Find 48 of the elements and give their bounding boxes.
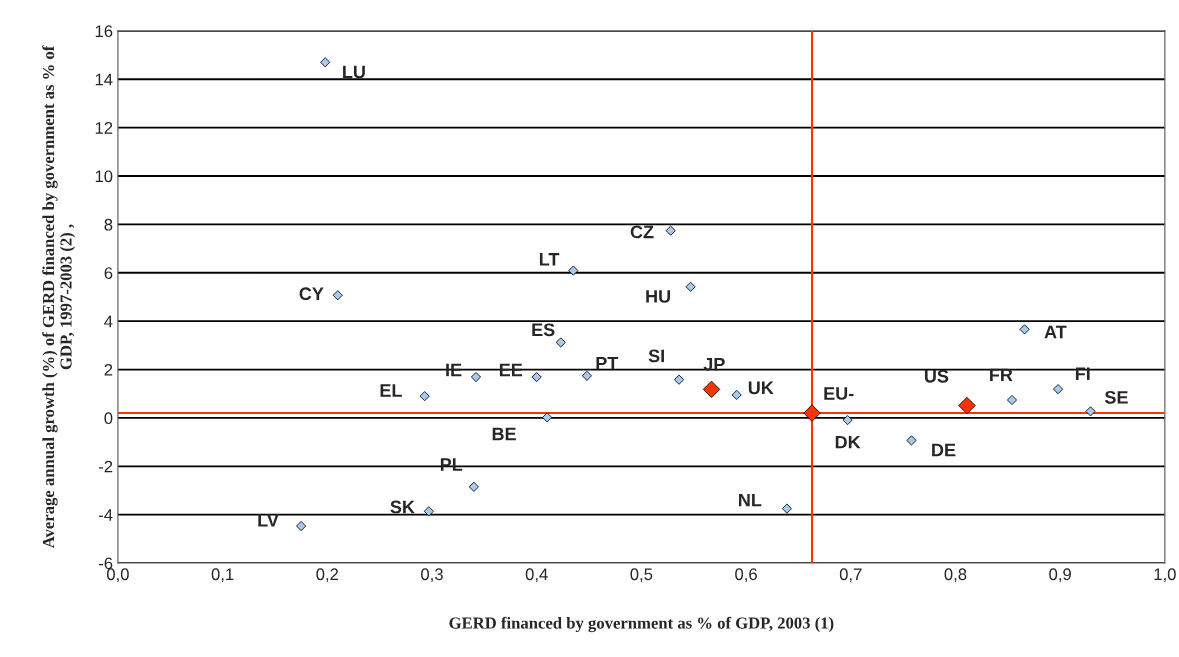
- y-tick-label: -6: [98, 557, 113, 570]
- annotation: UK: [748, 381, 774, 395]
- annotation: DE: [932, 443, 956, 457]
- x-axis-title: GERD financed by government as % of GDP, 2003 (1): [449, 616, 834, 633]
- y-tick-label: 14: [95, 73, 113, 86]
- x-tick-label: 1,0: [1154, 568, 1176, 583]
- y-axis-title: Average annual growth (%) of GERD financed by government as % of GDP, 1997-2003 (2) ,: [42, 45, 76, 549]
- annotation: PT: [596, 356, 619, 370]
- y-tick-label: 0: [104, 412, 113, 425]
- annotation: CY: [299, 287, 324, 301]
- x-tick-label: 0,6: [735, 568, 757, 583]
- x-tick-label: 0,9: [1049, 568, 1071, 583]
- annotation: CZ: [630, 225, 654, 239]
- annotation: LV: [258, 514, 279, 527]
- x-tick-label: 0,0: [106, 568, 129, 583]
- y-tick-label: 8: [104, 218, 113, 231]
- x-tick-label: 0,8: [944, 568, 967, 583]
- annotation: SK: [390, 500, 415, 514]
- x-tick-label: 0,4: [525, 568, 548, 583]
- annotation: LU: [343, 65, 365, 79]
- annotation: EL: [380, 384, 402, 397]
- y-tick-label: 4: [104, 315, 113, 328]
- annotation: JP: [703, 358, 725, 371]
- y-tick-label: 10: [95, 170, 113, 183]
- y-tick-label: 16: [95, 25, 113, 38]
- x-tick-label: 0,3: [421, 568, 443, 583]
- annotation: HU: [646, 290, 671, 303]
- y-tick-label: -2: [98, 460, 113, 473]
- annotation: ES: [532, 323, 555, 337]
- annotation: US: [924, 369, 949, 383]
- annotation: AT: [1044, 325, 1067, 339]
- x-tick-label: 0,2: [316, 568, 339, 583]
- annotation: NL: [739, 493, 762, 507]
- x-tick-label: 0,7: [839, 568, 862, 583]
- annotation: LT: [539, 253, 560, 266]
- y-tick-label: 2: [104, 363, 113, 376]
- annotation: FI: [1075, 367, 1090, 380]
- annotation: BE: [492, 427, 516, 441]
- annotation: FR: [990, 368, 1013, 382]
- x-tick-label: 0,5: [630, 568, 653, 583]
- x-tick-label: 0,1: [211, 568, 234, 583]
- y-tick-label: -4: [98, 509, 113, 521]
- annotation: DK: [835, 435, 861, 449]
- annotation: SE: [1104, 390, 1128, 404]
- annotation: EU-: [824, 387, 854, 400]
- y-tick-label: 6: [104, 267, 113, 279]
- annotation: SI: [648, 349, 664, 363]
- y-tick-label: 12: [95, 122, 113, 134]
